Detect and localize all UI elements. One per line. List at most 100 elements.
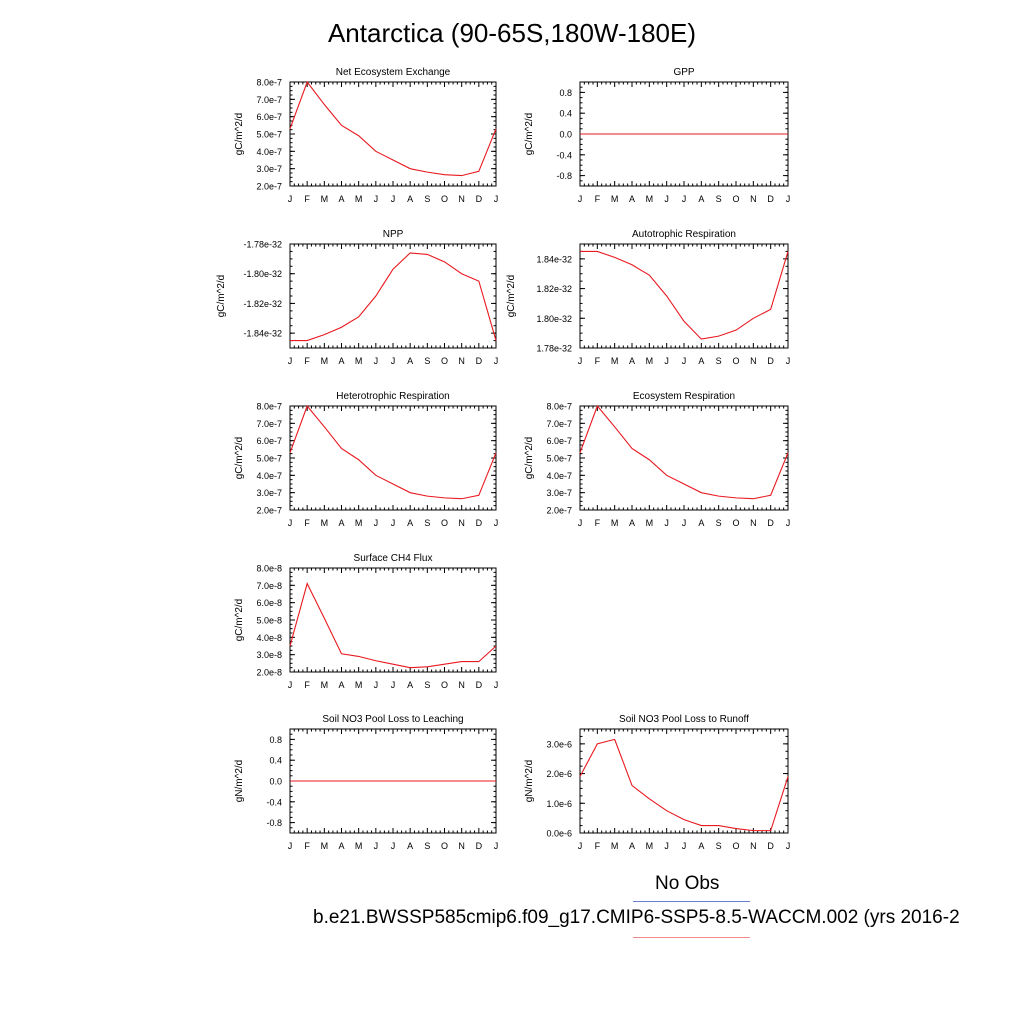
y-tick-label: 2.0e-7	[256, 182, 282, 192]
x-tick-label: M	[355, 356, 363, 366]
x-tick-label: N	[750, 356, 757, 366]
x-tick-label: M	[355, 518, 363, 528]
x-tick-label: J	[578, 841, 583, 851]
y-axis-label: gC/m^2/d	[234, 113, 245, 156]
x-tick-label: D	[476, 680, 483, 690]
y-tick-label: 5.0e-7	[256, 130, 282, 140]
y-tick-label: -0.8	[556, 171, 572, 181]
panel-title: Ecosystem Respiration	[633, 391, 735, 402]
x-tick-label: J	[786, 356, 791, 366]
y-tick-label: 2.0e-7	[546, 506, 572, 516]
y-tick-label: -0.4	[556, 150, 572, 160]
x-tick-label: M	[321, 841, 329, 851]
y-tick-label: 1.0e-6	[546, 799, 572, 809]
panel-title: Surface CH4 Flux	[354, 553, 433, 564]
x-tick-label: A	[407, 194, 413, 204]
series-line	[289, 80, 497, 177]
legend-case-label: b.e21.BWSSP585cmip6.f09_g17.CMIP6-SSP5-8…	[313, 907, 960, 928]
y-tick-label: -0.8	[266, 818, 282, 828]
x-tick-label: N	[458, 194, 465, 204]
x-tick-label: M	[646, 841, 654, 851]
x-tick-label: O	[441, 356, 448, 366]
y-tick-label: 6.0e-7	[256, 112, 282, 122]
y-tick-label: 6.0e-8	[256, 598, 282, 608]
y-axis-label: gN/m^2/d	[234, 760, 245, 803]
x-tick-label: J	[374, 356, 379, 366]
y-axis-label: gC/m^2/d	[216, 275, 227, 318]
x-tick-label: J	[664, 518, 669, 528]
y-tick-label: 8.0e-7	[546, 402, 572, 412]
x-tick-label: S	[716, 356, 722, 366]
y-tick-label: 4.0e-8	[256, 633, 282, 643]
x-tick-label: F	[595, 356, 601, 366]
x-tick-label: J	[682, 841, 687, 851]
y-tick-label: 0.4	[269, 756, 282, 766]
x-tick-label: J	[288, 518, 293, 528]
y-tick-label: 0.0	[559, 130, 572, 140]
y-tick-label: 4.0e-7	[256, 147, 282, 157]
x-tick-label: M	[355, 841, 363, 851]
y-tick-label: 6.0e-7	[256, 436, 282, 446]
page-title: Antarctica (90-65S,180W-180E)	[327, 18, 697, 48]
y-tick-label: 5.0e-8	[256, 616, 282, 626]
x-tick-label: O	[732, 356, 739, 366]
y-tick-label: 5.0e-7	[256, 454, 282, 464]
x-tick-label: D	[767, 194, 774, 204]
y-axis-label: gC/m^2/d	[524, 113, 535, 156]
x-tick-label: F	[304, 680, 310, 690]
x-tick-label: M	[321, 194, 329, 204]
x-tick-label: A	[698, 841, 704, 851]
x-tick-label: J	[288, 841, 293, 851]
x-tick-label: N	[750, 194, 757, 204]
y-tick-label: 8.0e-7	[256, 402, 282, 412]
y-tick-label: 3.0e-8	[256, 650, 282, 660]
x-tick-label: A	[338, 194, 344, 204]
x-tick-label: J	[494, 356, 499, 366]
x-tick-label: F	[304, 356, 310, 366]
x-tick-label: S	[424, 356, 430, 366]
x-tick-label: D	[476, 356, 483, 366]
y-axis-label: gN/m^2/d	[524, 760, 535, 803]
y-axis-label: gC/m^2/d	[234, 437, 245, 480]
y-tick-label: 8.0e-7	[256, 78, 282, 88]
x-tick-label: D	[767, 518, 774, 528]
x-tick-label: J	[494, 518, 499, 528]
y-tick-label: 7.0e-7	[256, 419, 282, 429]
x-tick-label: O	[732, 841, 739, 851]
x-tick-label: N	[458, 841, 465, 851]
x-tick-label: S	[424, 518, 430, 528]
x-tick-label: J	[682, 518, 687, 528]
y-tick-label: -1.78e-32	[243, 240, 282, 250]
x-tick-label: M	[646, 356, 654, 366]
x-tick-label: J	[664, 194, 669, 204]
series-line	[579, 738, 789, 832]
legend-obs-label: No Obs	[655, 873, 720, 894]
y-tick-label: 2.0e-8	[256, 668, 282, 678]
panel-title: Net Ecosystem Exchange	[336, 67, 451, 78]
y-tick-label: -1.84e-32	[243, 329, 282, 339]
y-tick-label: 1.84e-32	[536, 254, 572, 264]
y-tick-label: 3.0e-7	[256, 488, 282, 498]
x-tick-label: S	[716, 841, 722, 851]
y-tick-label: 7.0e-8	[256, 581, 282, 591]
y-tick-label: 8.0e-8	[256, 564, 282, 574]
y-axis-label: gC/m^2/d	[506, 275, 517, 318]
series-line	[289, 404, 497, 500]
panel-title: Autotrophic Respiration	[632, 229, 736, 240]
x-tick-label: F	[595, 518, 601, 528]
x-tick-label: J	[374, 194, 379, 204]
panel-title: GPP	[673, 67, 694, 78]
y-tick-label: 2.0e-6	[546, 769, 572, 779]
x-tick-label: A	[407, 518, 413, 528]
y-tick-label: 1.82e-32	[536, 284, 572, 294]
x-tick-label: S	[716, 194, 722, 204]
x-tick-label: M	[355, 680, 363, 690]
y-axis-label: gC/m^2/d	[234, 599, 245, 642]
